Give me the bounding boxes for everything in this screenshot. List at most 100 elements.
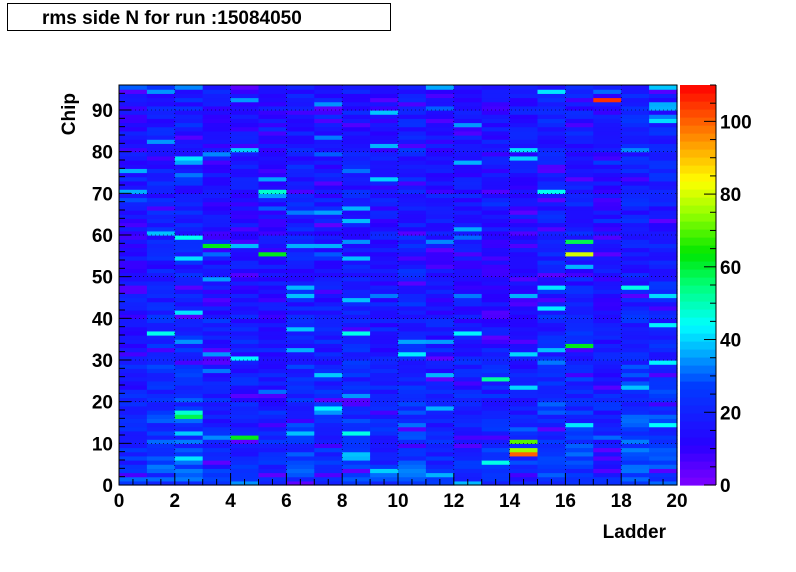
heatmap-cell bbox=[202, 180, 232, 186]
heatmap-cell bbox=[202, 443, 232, 449]
heatmap-cell bbox=[649, 147, 678, 153]
heatmap-cell bbox=[230, 318, 260, 324]
heatmap-cell bbox=[509, 301, 539, 307]
heatmap-cell bbox=[119, 185, 148, 190]
heatmap-cell bbox=[286, 89, 315, 94]
heatmap-cell bbox=[509, 339, 539, 344]
heatmap-cell bbox=[509, 389, 539, 394]
heatmap-cell bbox=[202, 130, 232, 136]
heatmap-cell bbox=[593, 405, 622, 411]
heatmap-cell bbox=[342, 430, 371, 436]
heatmap-cell bbox=[593, 172, 622, 178]
heatmap-cell bbox=[537, 351, 566, 357]
heatmap-cell bbox=[537, 155, 566, 161]
heatmap-cell bbox=[481, 360, 511, 365]
heatmap-cell bbox=[370, 101, 399, 107]
heatmap-cell bbox=[230, 101, 260, 107]
heatmap-cell bbox=[230, 472, 260, 478]
heatmap-cell bbox=[537, 322, 566, 328]
heatmap-cell bbox=[593, 218, 622, 224]
heatmap-cell bbox=[593, 451, 622, 457]
heatmap-cell bbox=[649, 435, 678, 440]
heatmap-cell bbox=[370, 297, 399, 303]
heatmap-cell bbox=[174, 414, 204, 419]
heatmap-cell bbox=[258, 447, 287, 453]
heatmap-cell bbox=[481, 426, 511, 432]
heatmap-cell bbox=[146, 255, 176, 261]
heatmap-cell bbox=[537, 126, 566, 132]
heatmap-cell bbox=[202, 468, 232, 474]
heatmap-cell bbox=[146, 126, 176, 132]
heatmap-cell bbox=[258, 110, 287, 115]
x-tick-label: 6 bbox=[281, 491, 292, 512]
heatmap-cell bbox=[230, 172, 260, 178]
heatmap-cell bbox=[565, 147, 594, 153]
heatmap-cell bbox=[230, 389, 260, 394]
heatmap-cell bbox=[146, 464, 176, 469]
color-scale-swatch bbox=[680, 397, 716, 406]
heatmap-cell bbox=[453, 201, 483, 207]
x-axis: 0 2 4 6 8 10 12 14 16 18 20 bbox=[114, 473, 688, 512]
heatmap-cell bbox=[230, 164, 260, 169]
heatmap-cell bbox=[425, 301, 455, 307]
heatmap-cell bbox=[314, 85, 343, 90]
heatmap-cell bbox=[342, 235, 371, 240]
heatmap-cell bbox=[453, 435, 483, 440]
heatmap-cell bbox=[453, 355, 483, 361]
color-scale-swatch bbox=[680, 365, 716, 374]
heatmap-cell bbox=[230, 393, 260, 399]
heatmap-cell bbox=[202, 401, 232, 407]
heatmap-cell bbox=[174, 276, 204, 282]
heatmap-cell bbox=[537, 401, 566, 407]
y-tick-label: 0 bbox=[102, 476, 113, 497]
heatmap-cell bbox=[286, 443, 315, 449]
heatmap-cell bbox=[481, 460, 511, 465]
heatmap-cell bbox=[146, 376, 176, 382]
heatmap-cell bbox=[258, 335, 287, 340]
heatmap-cell bbox=[649, 305, 678, 311]
heatmap-cell bbox=[565, 430, 594, 436]
heatmap-cell bbox=[425, 160, 455, 165]
heatmap-cell bbox=[342, 118, 371, 124]
heatmap-cell bbox=[453, 397, 483, 403]
heatmap-cell bbox=[565, 435, 594, 440]
heatmap-cell bbox=[258, 147, 287, 153]
heatmap-cell bbox=[593, 443, 622, 449]
heatmap-cell bbox=[398, 189, 427, 194]
heatmap-cell bbox=[565, 305, 594, 311]
heatmap-cell bbox=[649, 226, 678, 232]
heatmap-cell bbox=[621, 318, 650, 324]
heatmap-cell bbox=[174, 97, 204, 103]
heatmap-cell bbox=[174, 155, 204, 161]
heatmap-cell bbox=[370, 455, 399, 461]
heatmap-cell bbox=[258, 243, 287, 249]
heatmap-cell bbox=[621, 251, 650, 257]
color-scale-label: 100 bbox=[720, 112, 752, 133]
heatmap-cell bbox=[509, 414, 539, 419]
heatmap-cell bbox=[258, 89, 287, 94]
heatmap-cell bbox=[342, 414, 371, 419]
heatmap-cell bbox=[621, 139, 650, 144]
heatmap-cell bbox=[230, 135, 260, 140]
heatmap-cell bbox=[565, 155, 594, 161]
heatmap-cell bbox=[174, 430, 204, 436]
heatmap-cell bbox=[230, 322, 260, 328]
heatmap-cell bbox=[342, 114, 371, 119]
heatmap-cell bbox=[453, 285, 483, 290]
heatmap-cell bbox=[146, 118, 176, 124]
heatmap-cell bbox=[621, 110, 650, 115]
heatmap-cell bbox=[314, 180, 343, 186]
heatmap-cell bbox=[146, 472, 176, 478]
heatmap-cell bbox=[481, 85, 511, 90]
heatmap-cell bbox=[258, 343, 287, 349]
heatmap-cell bbox=[286, 155, 315, 161]
heatmap-cell bbox=[146, 105, 176, 111]
heatmap-cell bbox=[649, 235, 678, 240]
heatmap-cell bbox=[537, 326, 566, 332]
heatmap-cell bbox=[425, 393, 455, 399]
heatmap-cell bbox=[230, 155, 260, 161]
heatmap-cell bbox=[481, 314, 511, 319]
heatmap-cell bbox=[621, 180, 650, 186]
heatmap-cell bbox=[202, 97, 232, 103]
heatmap-cell bbox=[649, 343, 678, 349]
